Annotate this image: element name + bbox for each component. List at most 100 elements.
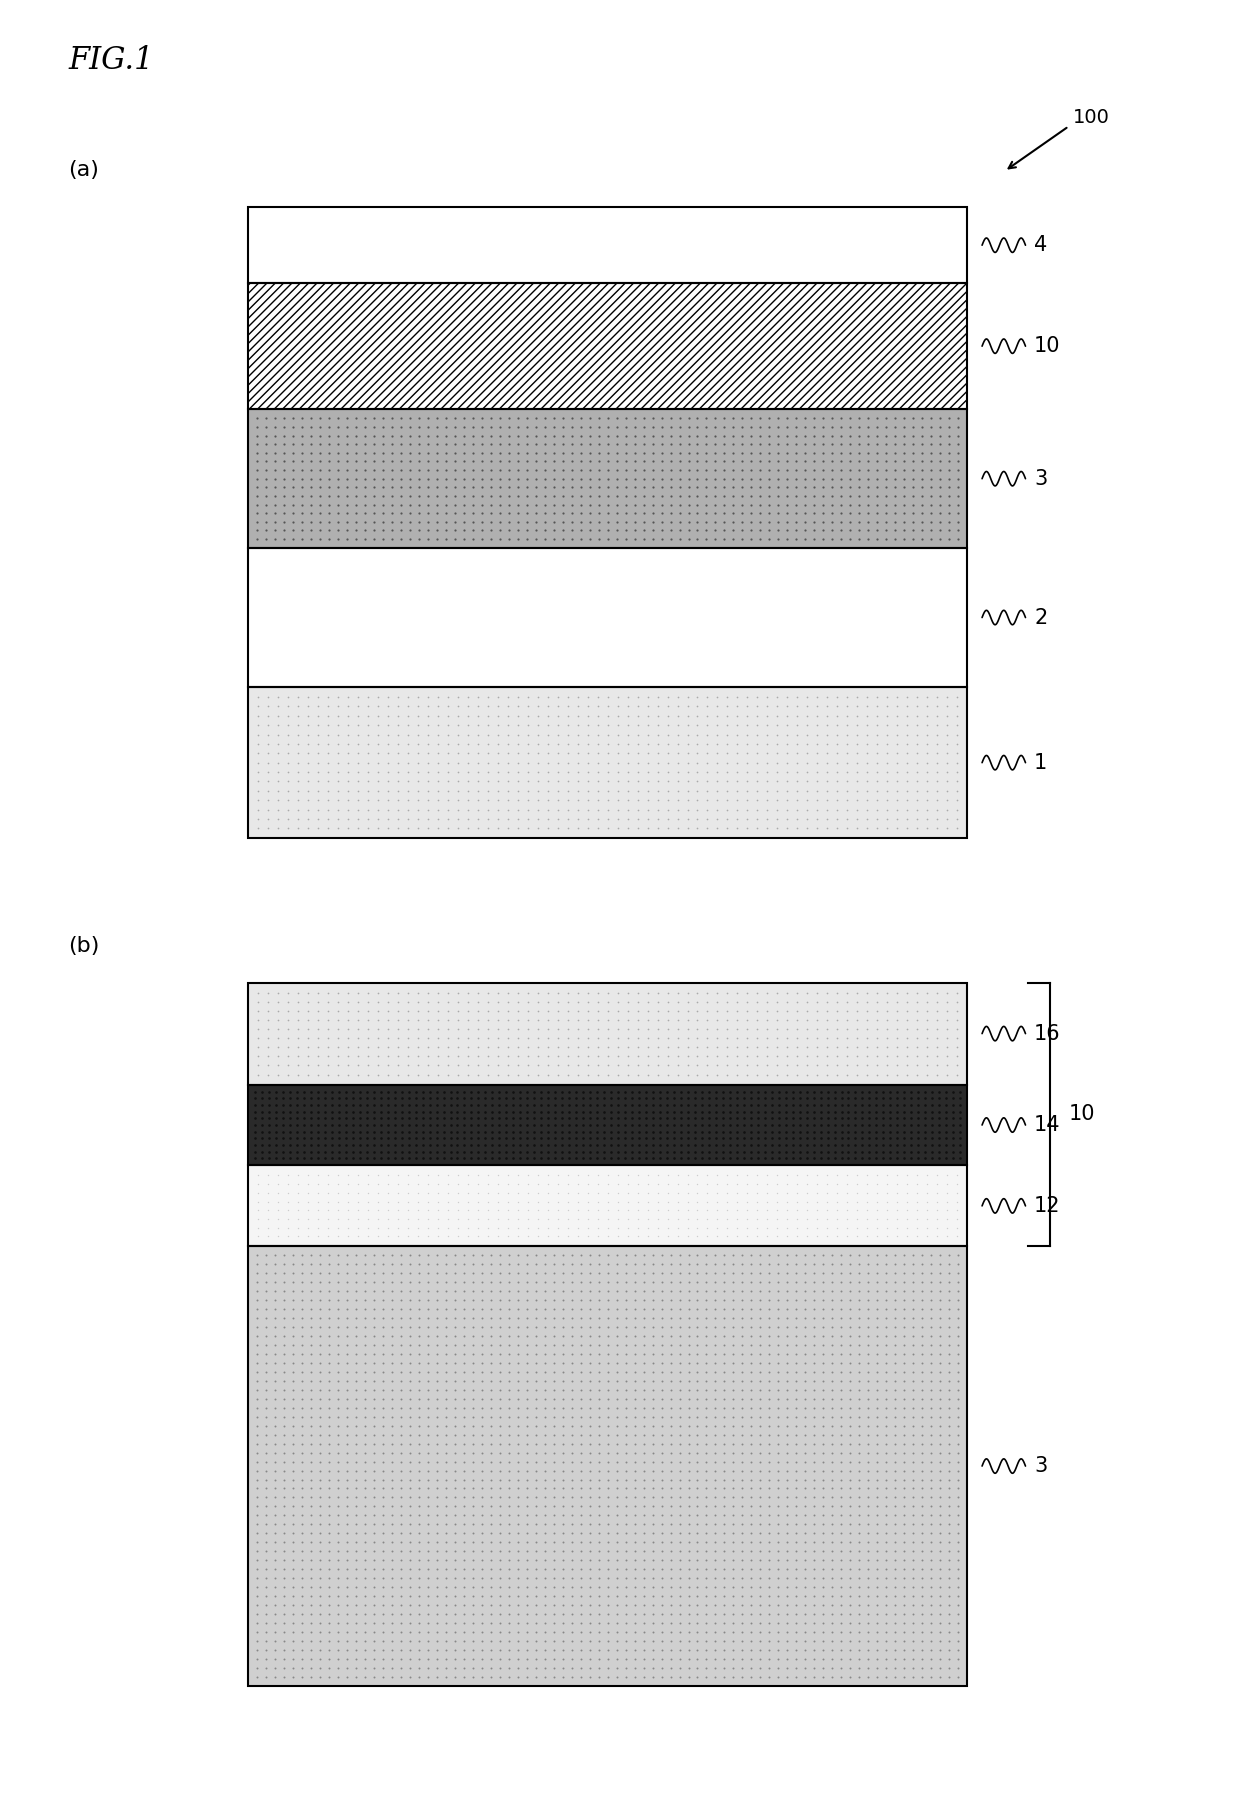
Point [885,481,905,510]
Point [671,1118,691,1147]
Point [319,1340,339,1368]
Point [714,1457,734,1486]
Point [481,1313,501,1341]
Point [268,1015,288,1044]
Point [472,422,492,451]
Point [570,1536,590,1565]
Point [880,1084,900,1112]
Point [606,1662,626,1691]
Point [937,1024,957,1053]
Point [827,777,847,806]
Point [939,1367,959,1396]
Point [841,481,861,510]
Point [880,1138,900,1167]
Point [888,748,908,777]
Point [947,710,967,739]
Point [454,1554,474,1583]
Point [481,1599,501,1628]
Point [538,1118,558,1147]
Point [538,795,558,824]
Point [615,422,635,451]
Point [427,1340,446,1368]
Point [463,1322,482,1350]
Point [797,1024,817,1053]
Point [427,472,446,501]
Point [768,1015,787,1044]
Point [903,1653,923,1682]
Point [342,1098,362,1127]
Point [301,1376,321,1405]
Point [570,1484,590,1513]
Point [490,1644,510,1673]
Point [939,1376,959,1405]
Point [651,438,671,467]
Point [678,1098,698,1127]
Point [511,1103,531,1132]
Point [877,1635,897,1664]
Point [915,1103,935,1132]
Point [315,1091,335,1120]
Point [463,463,482,492]
Point [268,795,288,824]
Point [921,1475,941,1504]
Point [949,516,968,545]
Point [796,1076,816,1105]
Point [921,1590,941,1619]
Point [670,413,689,442]
Point [553,1466,573,1495]
Point [930,1545,950,1574]
Point [867,766,887,795]
Point [567,1145,587,1174]
Point [949,499,968,528]
Point [947,757,967,786]
Point [401,1662,420,1691]
Point [286,1098,306,1127]
Point [419,1076,439,1105]
Point [723,1430,743,1459]
Point [822,1518,842,1547]
Point [805,507,825,535]
Point [436,1493,456,1522]
Point [786,1635,806,1664]
Point [858,1500,878,1529]
Point [790,1145,810,1174]
Point [878,979,898,1008]
Point [562,1367,582,1396]
Point [436,507,456,535]
Point [759,447,779,476]
Point [797,1161,817,1190]
Point [293,1608,312,1637]
Point [878,683,898,712]
Point [813,1572,833,1601]
Point [418,413,438,442]
Point [769,1527,789,1556]
Point [382,1509,402,1538]
Point [317,1161,337,1190]
Point [769,413,789,442]
Point [706,1590,725,1619]
Point [553,1608,573,1637]
Point [310,438,330,467]
Point [337,516,357,545]
Point [508,1367,528,1396]
Point [274,1466,294,1495]
Point [678,1258,698,1287]
Point [598,1385,618,1414]
Point [813,1590,833,1619]
Point [568,979,588,1008]
Point [534,1277,554,1305]
Point [687,1527,707,1556]
Point [438,1033,458,1062]
Point [858,1626,878,1655]
Point [355,422,374,451]
Point [570,1599,590,1628]
Point [903,472,923,501]
Point [518,701,538,730]
Point [544,1644,564,1673]
Point [687,447,707,476]
Point [518,1170,538,1199]
Point [346,1599,366,1628]
Point [706,1518,725,1547]
Point [769,472,789,501]
Point [930,1412,950,1441]
